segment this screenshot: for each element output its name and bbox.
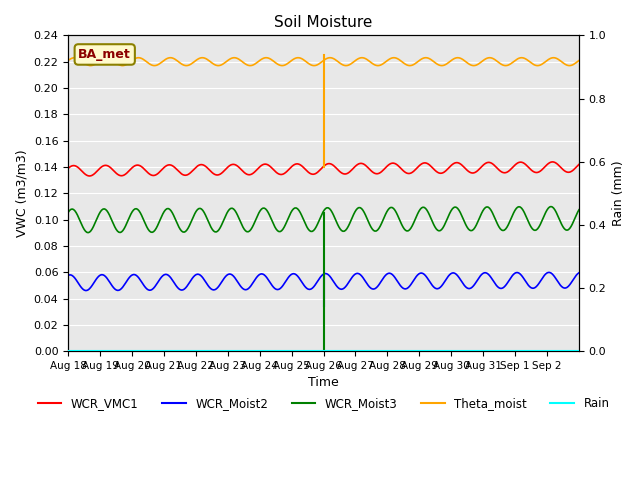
- Title: Soil Moisture: Soil Moisture: [275, 15, 372, 30]
- Legend: WCR_VMC1, WCR_Moist2, WCR_Moist3, Theta_moist, Rain: WCR_VMC1, WCR_Moist2, WCR_Moist3, Theta_…: [33, 392, 614, 415]
- Y-axis label: VWC (m3/m3): VWC (m3/m3): [15, 149, 28, 237]
- Text: BA_met: BA_met: [78, 48, 131, 61]
- Y-axis label: Rain (mm): Rain (mm): [612, 160, 625, 226]
- X-axis label: Time: Time: [308, 376, 339, 389]
